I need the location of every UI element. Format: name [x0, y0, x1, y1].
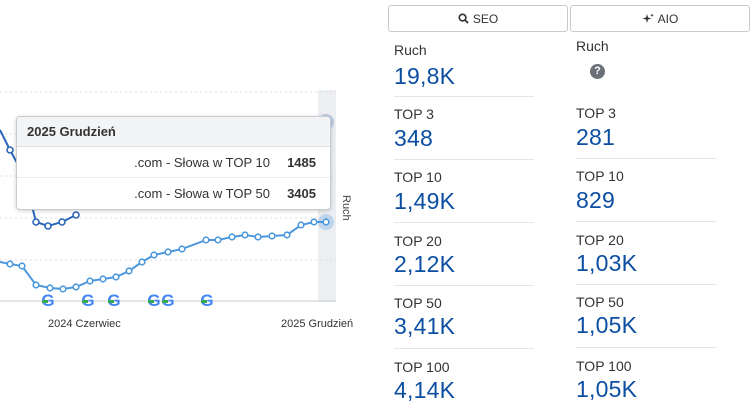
series-top50-point[interactable] [32, 281, 40, 289]
series-top50-point[interactable] [268, 232, 276, 240]
metric-label: TOP 50 [576, 294, 624, 310]
tooltip-row-value: 1485 [287, 154, 316, 170]
metric-value[interactable]: 829 [576, 187, 615, 213]
series-top50-point[interactable] [59, 285, 67, 293]
google-icon-accent [42, 300, 48, 303]
series-top50-point[interactable] [178, 245, 186, 253]
metric-top10: TOP 10 1,49K [394, 160, 534, 223]
google-icon-accent [201, 300, 207, 303]
series-top10-point[interactable] [72, 211, 80, 219]
series-top50-point[interactable] [99, 275, 107, 283]
tooltip-row: .com - Słowa w TOP 10 1485 [17, 147, 330, 178]
series-top50-point[interactable] [18, 262, 26, 270]
metric-label: TOP 20 [394, 233, 442, 249]
metric-ruch: Ruch 19,8K [394, 32, 534, 97]
metric-top20: TOP 20 2,12K [394, 223, 534, 286]
series-top10-point[interactable] [6, 146, 14, 154]
google-icon-accent [82, 300, 88, 303]
metric-top100: TOP 100 1,05K [576, 348, 716, 410]
aio-column: AIO Ruch ? TOP 3 281 TOP 10 829 TOP 20 1… [570, 0, 750, 410]
metric-label: TOP 100 [394, 359, 450, 375]
tooltip-row-value: 3405 [287, 185, 316, 201]
metric-label: TOP 20 [576, 232, 624, 248]
series-top50-point[interactable] [228, 233, 236, 241]
metric-label: TOP 50 [394, 295, 442, 311]
metric-value[interactable]: 281 [576, 124, 615, 150]
metric-label: TOP 10 [394, 169, 442, 185]
x-label-start: 2024 Czerwiec [48, 318, 121, 330]
metric-value[interactable]: 1,05K [576, 312, 638, 338]
tooltip-row-label: .com - Słowa w TOP 50 [134, 185, 270, 201]
series-top10-point[interactable] [44, 222, 52, 230]
series-top50-point[interactable] [164, 248, 172, 256]
metric-label: Ruch [576, 38, 609, 54]
right-axis-label: Ruch [340, 195, 352, 221]
google-icon-accent [148, 300, 154, 303]
tooltip-title: 2025 Grudzień [17, 117, 330, 147]
metric-value[interactable]: 3,41K [394, 313, 456, 339]
series-top50-point[interactable] [138, 258, 146, 266]
seo-column: SEO Ruch 19,8K TOP 3 348 TOP 10 1,49K TO… [388, 0, 568, 411]
metric-value[interactable]: 1,49K [394, 188, 456, 214]
series-top50-point[interactable] [254, 233, 262, 241]
chart-tooltip: 2025 Grudzień .com - Słowa w TOP 10 1485… [16, 116, 331, 210]
tab-seo-label: SEO [472, 11, 499, 26]
metric-label: TOP 3 [394, 106, 434, 122]
series-top50-point[interactable] [72, 283, 80, 291]
series-top50-point[interactable] [150, 251, 158, 259]
series-top50-point[interactable] [283, 231, 291, 239]
metric-label: TOP 10 [576, 168, 624, 184]
series-top50-line [0, 221, 326, 291]
metric-value[interactable]: 1,05K [576, 376, 638, 402]
metric-top20: TOP 20 1,03K [576, 222, 716, 285]
search-icon [458, 13, 469, 24]
series-top50-point[interactable] [112, 273, 120, 281]
tooltip-row-label: .com - Słowa w TOP 10 [134, 154, 270, 170]
tab-aio-label: AIO [657, 11, 679, 26]
metric-value[interactable]: 1,03K [576, 250, 638, 276]
series-top50-point[interactable] [86, 277, 94, 285]
google-update-markers: GGGGGG [41, 291, 213, 310]
metric-top3: TOP 3 281 [576, 96, 716, 159]
tab-aio[interactable]: AIO [570, 5, 750, 32]
series-top50 [0, 214, 334, 293]
google-icon-accent [162, 300, 168, 303]
series-top10-point[interactable] [32, 218, 40, 226]
series-top10-point[interactable] [58, 218, 66, 226]
tab-seo[interactable]: SEO [388, 5, 568, 32]
series-top50-point[interactable] [125, 267, 133, 275]
google-icon-accent [108, 300, 114, 303]
help-icon[interactable]: ? [590, 64, 605, 79]
metric-value[interactable]: 348 [394, 125, 433, 151]
metric-value[interactable]: 4,14K [394, 377, 456, 403]
metric-value[interactable]: 2,12K [394, 251, 456, 277]
series-top50-point[interactable] [6, 260, 14, 268]
metric-label: TOP 100 [576, 358, 632, 374]
metric-label: TOP 3 [576, 105, 616, 121]
series-top50-point[interactable] [322, 218, 330, 226]
series-top50-point[interactable] [214, 236, 222, 244]
series-top50-point[interactable] [310, 218, 318, 226]
metric-top50: TOP 50 3,41K [394, 286, 534, 349]
tooltip-row: .com - Słowa w TOP 50 3405 [17, 178, 330, 208]
series-top50-point[interactable] [241, 231, 249, 239]
metric-top50: TOP 50 1,05K [576, 285, 716, 348]
metric-top10: TOP 10 829 [576, 159, 716, 222]
series-top50-point[interactable] [202, 236, 210, 244]
metric-top100: TOP 100 4,14K [394, 349, 534, 411]
series-top50-point[interactable] [46, 284, 54, 292]
series-top50-point[interactable] [297, 221, 305, 229]
x-label-end: 2025 Grudzień [281, 318, 353, 330]
sparkle-icon [642, 13, 654, 25]
metric-top3: TOP 3 348 [394, 97, 534, 160]
metric-value[interactable]: 19,8K [394, 63, 456, 89]
metric-label: Ruch [394, 42, 427, 58]
metric-ruch: Ruch ? [576, 32, 716, 96]
